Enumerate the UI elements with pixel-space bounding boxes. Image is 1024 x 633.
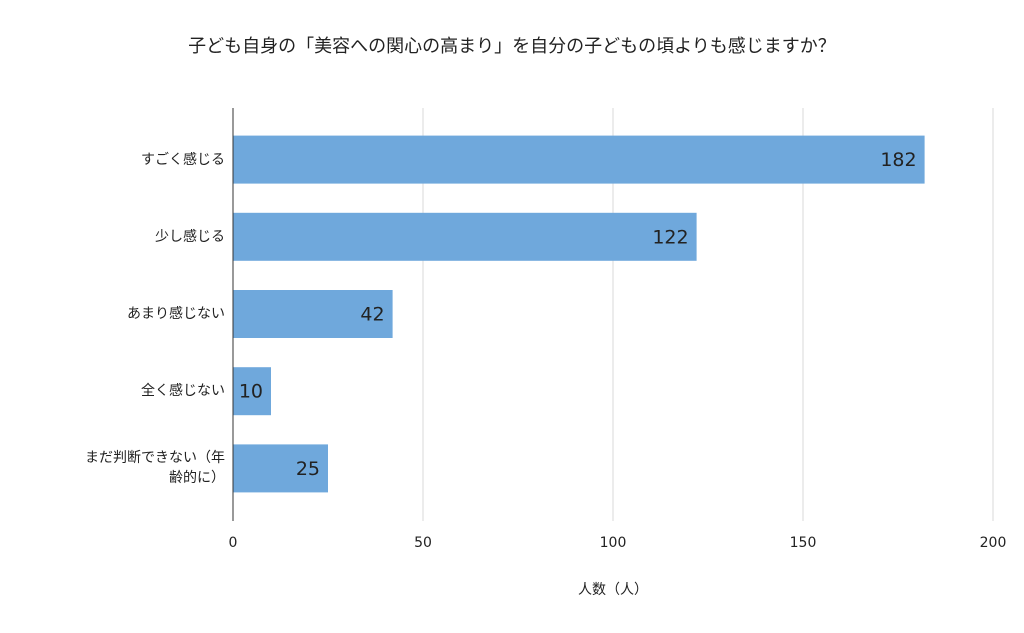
y-tick-label: あまり感じない — [127, 306, 225, 322]
x-tick-label: 150 — [790, 535, 817, 551]
bar — [233, 135, 925, 184]
y-tick-label: すごく感じる — [141, 151, 225, 168]
bar — [233, 444, 328, 493]
chart-title: 子ども自身の「美容への関心の高まり」を自分の子どもの頃よりも感じますか？ — [188, 36, 836, 57]
y-tick-label: 全く感じない — [141, 383, 225, 400]
bar — [233, 212, 697, 261]
x-tick-label: 0 — [229, 535, 238, 551]
data-label: 10 — [239, 381, 263, 403]
x-tick-label: 200 — [980, 535, 1007, 551]
y-tick-label: まだ判断できない（年齢的に） — [85, 450, 225, 487]
data-label: 182 — [880, 149, 916, 171]
x-tick-label: 50 — [414, 535, 432, 551]
data-label: 42 — [360, 304, 384, 326]
x-axis-title: 人数（人） — [578, 582, 648, 598]
x-tick-label: 100 — [600, 535, 627, 551]
bar — [233, 290, 393, 338]
data-label: 122 — [652, 226, 688, 248]
y-tick-label: 少し感じる — [155, 228, 225, 245]
data-label: 25 — [296, 458, 320, 480]
bar — [233, 367, 271, 416]
